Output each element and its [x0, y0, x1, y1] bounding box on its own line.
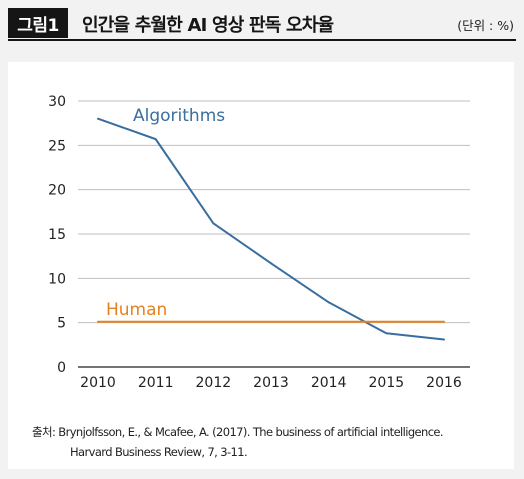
data-point-human — [443, 320, 445, 323]
figure-title: 인간을 추월한 AI 영상 판독 오차율 — [82, 15, 334, 36]
unit-label: (단위 : %) — [457, 18, 514, 33]
line-chart: 0 5 10 15 20 25 30 2010 2011 2012 2013 2014 2015 2016… — [48, 94, 470, 391]
x-tick-label: 2011 — [138, 375, 174, 391]
series-label-human: Human — [106, 300, 167, 320]
y-tick-label: 15 — [48, 227, 66, 243]
y-tick-label: 0 — [57, 360, 66, 376]
y-tick-label: 10 — [48, 271, 66, 287]
figure-label: 그림1 — [8, 8, 68, 38]
x-tick-label: 2010 — [80, 375, 116, 391]
data-point-algorithms — [270, 262, 272, 265]
y-tick-label: 25 — [48, 138, 66, 154]
y-tick-label: 30 — [48, 94, 66, 110]
source-line-1: 출처: Brynjolfsson, E., & Mcafee, A. (2017… — [32, 425, 444, 439]
chart-panel: 0 5 10 15 20 25 30 2010 2011 2012 2013 2014 2015 2016… — [8, 62, 514, 469]
x-tick-label: 2012 — [196, 375, 232, 391]
x-tick-label: 2016 — [426, 375, 462, 391]
x-tick-label: 2013 — [253, 375, 289, 391]
data-point-human — [97, 320, 99, 323]
data-point-algorithms — [97, 117, 99, 120]
header-rule — [8, 39, 516, 41]
source-line-2: Harvard Business Review, 7, 3-11. — [70, 445, 248, 459]
x-tick-label: 2015 — [369, 375, 405, 391]
grid — [78, 100, 470, 324]
data-point-algorithms — [385, 332, 388, 335]
x-tick-label: 2014 — [311, 375, 347, 391]
axes: 0 5 10 15 20 25 30 2010 2011 2012 2013 2014 2015 2016 — [48, 94, 470, 391]
data-point-algorithms — [154, 138, 157, 141]
source-citation: 출처: Brynjolfsson, E., & Mcafee, A. (2017… — [32, 422, 444, 462]
data-point-algorithms — [212, 222, 215, 225]
y-tick-label: 20 — [48, 183, 66, 199]
series: Algorithms Human — [97, 106, 445, 341]
y-tick-label: 5 — [57, 316, 66, 332]
series-label-algorithms: Algorithms — [133, 106, 225, 126]
data-point-algorithms — [327, 301, 330, 304]
data-point-algorithms — [443, 338, 445, 341]
